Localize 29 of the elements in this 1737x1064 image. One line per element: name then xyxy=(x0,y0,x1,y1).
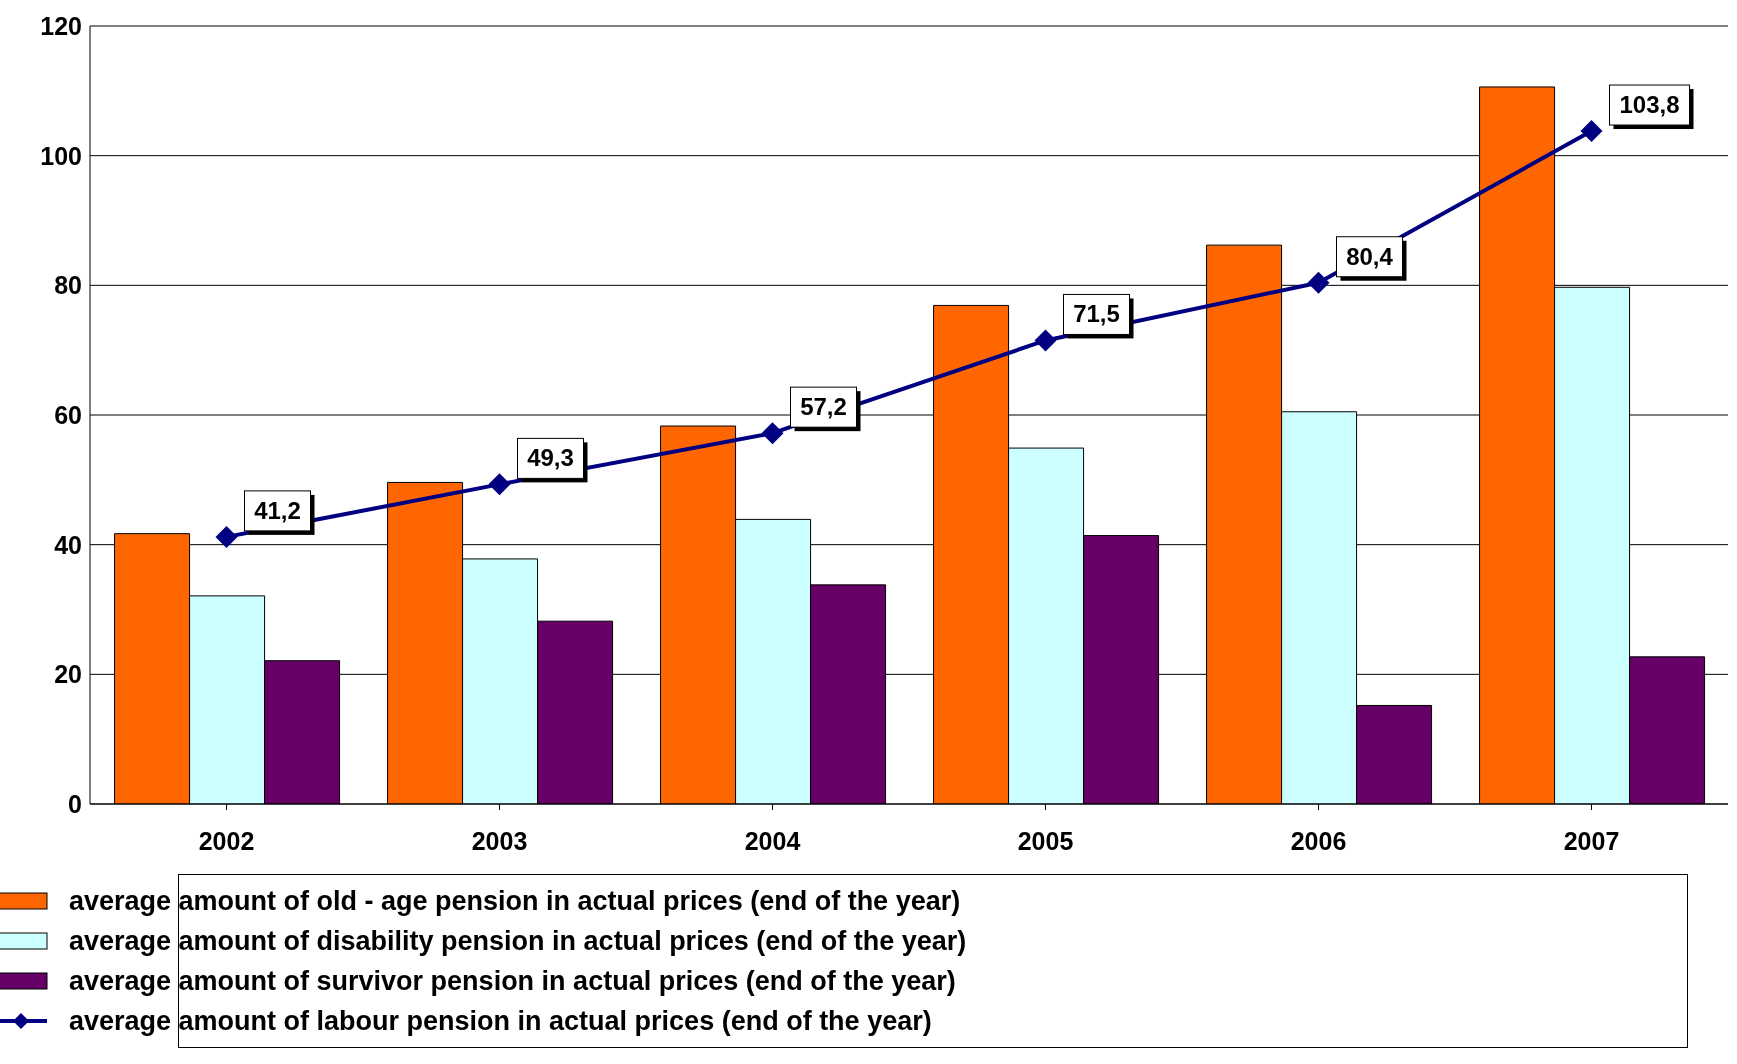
x-tick-label: 2006 xyxy=(1290,826,1347,855)
data-label: 49,3 xyxy=(527,444,574,472)
x-tick-label: 2005 xyxy=(1017,826,1074,855)
point xyxy=(215,525,238,548)
legend-label: average amount of disability pension in actual prices (end of the year) xyxy=(69,925,967,957)
point xyxy=(761,422,784,445)
data-label: 41,2 xyxy=(254,496,301,524)
y-tick-label: 60 xyxy=(54,400,82,429)
point xyxy=(1580,120,1603,143)
y-tick-label: 100 xyxy=(40,141,82,170)
y-tick-label: 20 xyxy=(54,660,82,689)
y-tick-label: 40 xyxy=(54,530,82,559)
data-label: 103,8 xyxy=(1619,91,1680,119)
point xyxy=(1307,271,1330,294)
data-label: 57,2 xyxy=(800,393,847,421)
x-tick-label: 2007 xyxy=(1563,826,1620,855)
legend-label: average amount of old - age pension in actual prices (end of the year) xyxy=(69,885,961,917)
x-tick-label: 2003 xyxy=(471,826,528,855)
data-label: 71,5 xyxy=(1073,300,1120,328)
point xyxy=(1034,329,1057,352)
point xyxy=(488,473,511,496)
y-tick-label: 0 xyxy=(68,789,82,818)
data-label: 80,4 xyxy=(1346,242,1394,270)
legend-label: average amount of survivor pension in actual prices (end of the year) xyxy=(69,965,956,997)
x-tick-label: 2004 xyxy=(744,826,801,855)
y-tick-label: 120 xyxy=(40,11,82,40)
x-tick-label: 2002 xyxy=(198,826,255,855)
legend-label: average amount of labour pension in actual prices (end of the year) xyxy=(69,1005,932,1037)
y-tick-label: 80 xyxy=(54,271,82,300)
